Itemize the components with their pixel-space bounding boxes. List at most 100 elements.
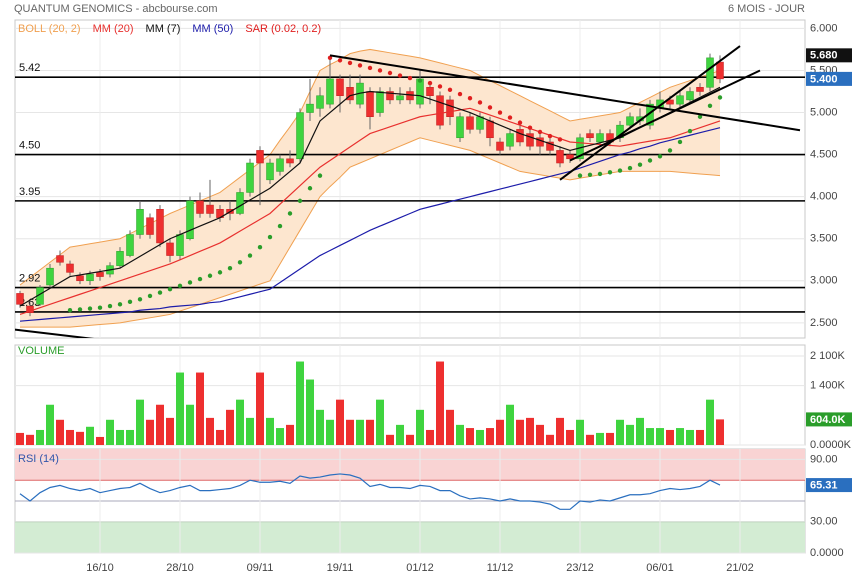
sar-dot xyxy=(587,172,593,177)
volume-bar xyxy=(466,428,474,445)
volume-bar xyxy=(576,419,584,445)
candle-body xyxy=(376,91,384,113)
candle-body xyxy=(186,200,194,239)
level-label: 2.92 xyxy=(19,272,40,284)
candle-body xyxy=(336,78,344,96)
candle-body xyxy=(446,99,454,117)
sar-dot xyxy=(207,273,213,278)
volume-bar xyxy=(396,424,404,445)
volume-bar xyxy=(266,417,274,445)
sar-dot xyxy=(607,170,613,175)
sar-dot xyxy=(367,65,373,71)
sar-dot xyxy=(457,91,463,97)
trendline xyxy=(15,328,95,338)
volume-bar xyxy=(326,419,334,445)
value-tag-box xyxy=(806,71,852,86)
y-tick-label: 4.000 xyxy=(810,191,838,203)
volume-bar xyxy=(656,428,664,445)
candle-body xyxy=(236,192,244,214)
volume-bar xyxy=(106,419,114,445)
value-tag: 604.0K xyxy=(810,414,846,426)
volume-bar xyxy=(16,432,24,445)
volume-bar xyxy=(226,409,234,445)
sar-dot xyxy=(637,162,643,167)
sar-dot xyxy=(217,270,223,275)
candle-body xyxy=(706,57,714,88)
sar-dot xyxy=(427,80,433,86)
sar-dot xyxy=(617,168,623,173)
candle-body xyxy=(296,112,304,160)
volume-bar xyxy=(616,419,624,445)
volume-bar xyxy=(506,404,514,445)
volume-bar xyxy=(146,419,154,445)
volume-bar xyxy=(176,372,184,445)
sar-dot xyxy=(307,186,313,191)
sar-dot xyxy=(447,87,453,93)
candle-body xyxy=(346,87,354,101)
volume-bar xyxy=(276,428,284,445)
candle-body xyxy=(266,162,274,181)
y-tick-label: 3.000 xyxy=(810,275,838,287)
trendline xyxy=(569,69,761,162)
sar-dot xyxy=(257,244,263,250)
candle-body xyxy=(276,158,284,172)
candle-body xyxy=(386,91,394,101)
volume-bar xyxy=(406,434,414,445)
volume-bar xyxy=(456,424,464,445)
x-tick-label: 16/10 xyxy=(86,562,114,574)
volume-bar xyxy=(586,434,594,445)
volume-bar xyxy=(316,409,324,445)
candle-body xyxy=(326,78,334,105)
candle-body xyxy=(16,293,24,305)
sar-dot xyxy=(537,129,543,135)
sar-dot xyxy=(707,103,713,109)
candle-body xyxy=(396,95,404,101)
volume-bar xyxy=(166,417,174,445)
y-tick-label: 3.500 xyxy=(810,233,838,245)
sar-dot xyxy=(167,287,173,292)
level-label: 3.95 xyxy=(19,186,40,198)
volume-bar xyxy=(346,419,354,445)
volume-bar xyxy=(336,399,344,445)
volume-bar xyxy=(96,436,104,445)
candle-body xyxy=(56,255,64,263)
volume-bar xyxy=(186,404,194,445)
volume-bar xyxy=(566,429,574,445)
sar-dot xyxy=(417,78,423,83)
volume-bar xyxy=(66,429,74,445)
band-lower xyxy=(20,137,721,328)
volume-bar xyxy=(486,428,494,445)
sar-dot xyxy=(347,60,353,66)
y-tick-label: 2 100K xyxy=(810,350,846,362)
sar-dot xyxy=(97,305,103,310)
volume-bar xyxy=(676,428,684,445)
candle-body xyxy=(246,162,254,193)
sar-dot xyxy=(557,137,563,142)
volume-bar xyxy=(426,429,434,445)
candle-body xyxy=(496,141,504,151)
sar-dot xyxy=(387,70,393,76)
sar-dot xyxy=(117,302,123,307)
period: 6 MOIS - JOUR xyxy=(728,3,805,15)
candle-body xyxy=(716,61,724,80)
volume-bar xyxy=(126,429,134,445)
candle-body xyxy=(586,133,594,139)
volume-bar xyxy=(526,417,534,445)
level-label: 4.50 xyxy=(19,140,40,152)
value-tag-box xyxy=(806,478,852,493)
sar-dot xyxy=(67,308,73,313)
sar-dot xyxy=(237,260,243,265)
volume-bar xyxy=(536,424,544,445)
sar-dot xyxy=(87,306,93,311)
chart-title: QUANTUM GENOMICS - abcbourse.com xyxy=(14,3,218,15)
moving-average xyxy=(19,86,721,307)
value-tag-box xyxy=(806,412,852,427)
sar-dot xyxy=(227,265,233,271)
x-tick-label: 23/12 xyxy=(566,562,594,574)
candle-body xyxy=(256,150,264,164)
volume-bar xyxy=(56,419,64,445)
candle-body xyxy=(426,87,434,96)
candle-body xyxy=(86,273,94,282)
trendline xyxy=(329,54,801,132)
volume-bar xyxy=(256,372,264,445)
